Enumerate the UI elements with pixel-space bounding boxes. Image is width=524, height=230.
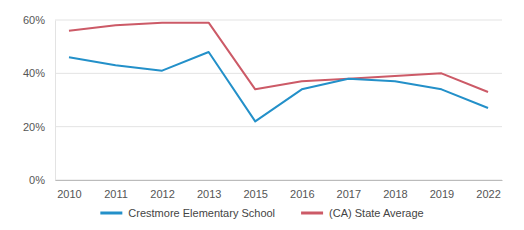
- legend-label: (CA) State Average: [329, 207, 424, 219]
- x-tick: 2015: [243, 180, 267, 200]
- x-tick: 2010: [57, 180, 81, 200]
- legend-item: (CA) State Average: [301, 207, 424, 219]
- y-tick-label: 0%: [29, 174, 45, 186]
- x-tick-label: 2018: [383, 188, 407, 200]
- chart: 0%20%40%60%20102011201220132015201620172…: [0, 0, 524, 230]
- legend-item: Crestmore Elementary School: [100, 207, 275, 219]
- legend-swatch: [100, 212, 122, 215]
- x-tick: 2022: [476, 180, 500, 200]
- x-tick-label: 2015: [243, 188, 267, 200]
- y-tick-label: 20%: [23, 121, 45, 133]
- y-tick: 40%: [23, 67, 55, 79]
- x-tick-label: 2016: [290, 188, 314, 200]
- y-tick: 20%: [23, 121, 55, 133]
- grid-line: [55, 126, 502, 127]
- x-tick: 2011: [104, 180, 128, 200]
- legend: Crestmore Elementary School (CA) State Av…: [100, 207, 423, 219]
- y-tick: 0%: [29, 174, 55, 186]
- x-tick: 2019: [430, 180, 454, 200]
- x-tick: 2016: [290, 180, 314, 200]
- y-tick-label: 60%: [23, 14, 45, 26]
- x-tick: 2018: [383, 180, 407, 200]
- x-tick-label: 2022: [476, 188, 500, 200]
- x-tick-label: 2013: [197, 188, 221, 200]
- x-tick: 2013: [197, 180, 221, 200]
- grid: [55, 20, 502, 180]
- x-tick: 2012: [150, 180, 174, 200]
- x-tick-label: 2017: [337, 188, 361, 200]
- y-axis: 0% 20% 40% 60%: [23, 14, 56, 186]
- grid-line: [55, 20, 502, 21]
- x-axis-line: [56, 180, 503, 181]
- x-tick-label: 2012: [150, 188, 174, 200]
- grid-line: [55, 180, 502, 181]
- plot: 0%20%40%60%20102011201220132015201620172…: [23, 14, 503, 200]
- y-tick-label: 40%: [23, 67, 45, 79]
- x-tick-label: 2011: [104, 188, 128, 200]
- x-tick-label: 2010: [57, 188, 81, 200]
- x-tick: 2017: [337, 180, 361, 200]
- legend-label: Crestmore Elementary School: [128, 207, 275, 219]
- x-axis: 2010 2011 2012 2013 2015 2016 2017 2018 2019 2022: [56, 180, 503, 200]
- series-line: [69, 23, 488, 92]
- y-axis-line: [55, 21, 56, 181]
- x-tick-label: 2019: [430, 188, 454, 200]
- legend-swatch: [301, 212, 323, 215]
- y-tick: 60%: [23, 14, 55, 26]
- series-group: [69, 23, 488, 122]
- series-line: [69, 52, 488, 121]
